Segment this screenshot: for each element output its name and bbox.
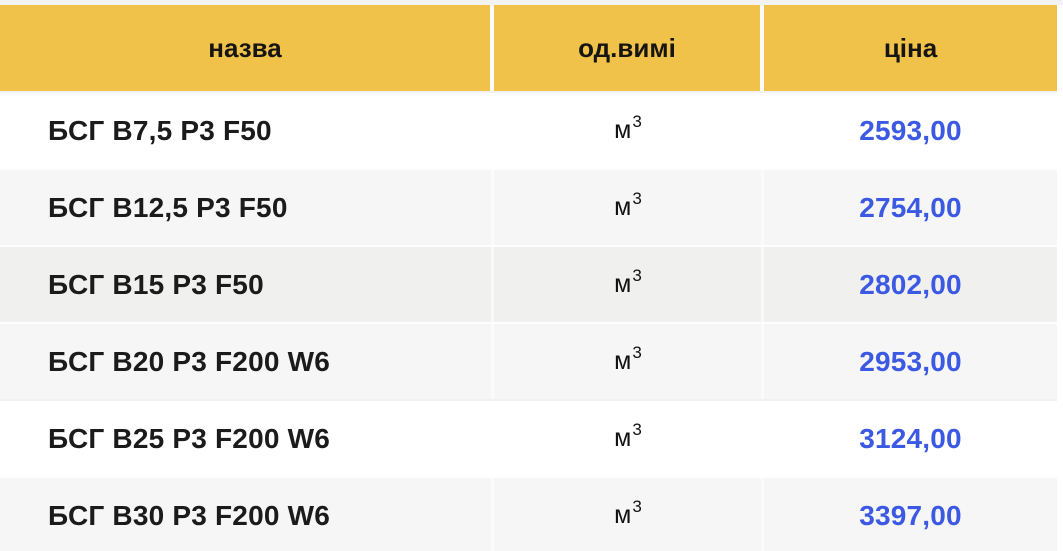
price-value: 2802,00 bbox=[859, 268, 962, 300]
header-label-unit: од.вимі bbox=[578, 32, 676, 63]
table-row: БСГ В30 Р3 F200 W6 м3 3397,00 bbox=[0, 476, 1057, 551]
unit-value: м3 bbox=[614, 188, 642, 221]
header-cell-unit: од.вимі bbox=[494, 5, 764, 91]
cell-unit: м3 bbox=[494, 93, 764, 168]
product-name: БСГ В12,5 Р3 F50 bbox=[48, 191, 288, 223]
price-value: 3124,00 bbox=[859, 422, 962, 454]
cell-name: БСГ В7,5 Р3 F50 bbox=[0, 93, 494, 168]
table-row-hovered: БСГ В15 Р3 F50 м3 2802,00 bbox=[0, 245, 1057, 322]
product-name: БСГ В25 Р3 F200 W6 bbox=[48, 422, 331, 454]
cell-name: БСГ В15 Р3 F50 bbox=[0, 247, 494, 322]
header-label-name: назва bbox=[208, 32, 282, 63]
cell-price: 2593,00 bbox=[764, 93, 1057, 168]
header-label-price: ціна bbox=[883, 32, 938, 63]
price-table: назва од.вимі ціна БСГ В7,5 Р3 F50 м3 25… bbox=[0, 5, 1057, 551]
cell-price: 3124,00 bbox=[764, 401, 1057, 476]
cell-price: 2754,00 bbox=[764, 170, 1057, 245]
product-name: БСГ В7,5 Р3 F50 bbox=[48, 114, 272, 146]
page-top-margin bbox=[0, 0, 1063, 5]
unit-value: м3 bbox=[614, 419, 642, 452]
price-value: 2953,00 bbox=[859, 345, 962, 377]
cell-unit: м3 bbox=[494, 247, 764, 322]
table-row: БСГ В7,5 Р3 F50 м3 2593,00 bbox=[0, 91, 1057, 168]
price-value: 3397,00 bbox=[859, 499, 962, 531]
cell-name: БСГ В12,5 Р3 F50 bbox=[0, 170, 494, 245]
cell-price: 2953,00 bbox=[764, 324, 1057, 399]
unit-value: м3 bbox=[614, 342, 642, 375]
unit-value: м3 bbox=[614, 265, 642, 298]
price-value: 2593,00 bbox=[859, 114, 962, 146]
cell-price: 3397,00 bbox=[764, 478, 1057, 551]
cell-unit: м3 bbox=[494, 170, 764, 245]
header-cell-price: ціна bbox=[764, 5, 1057, 91]
cell-unit: м3 bbox=[494, 401, 764, 476]
unit-value: м3 bbox=[614, 496, 642, 529]
product-name: БСГ В30 Р3 F200 W6 bbox=[48, 499, 331, 531]
cell-name: БСГ В25 Р3 F200 W6 bbox=[0, 401, 494, 476]
product-name: БСГ В20 Р3 F200 W6 bbox=[48, 345, 331, 377]
unit-value: м3 bbox=[614, 111, 642, 144]
product-name: БСГ В15 Р3 F50 bbox=[48, 268, 264, 300]
cell-name: БСГ В20 Р3 F200 W6 bbox=[0, 324, 494, 399]
table-header-row: назва од.вимі ціна bbox=[0, 5, 1057, 91]
header-cell-name: назва bbox=[0, 5, 494, 91]
cell-unit: м3 bbox=[494, 478, 764, 551]
cell-price: 2802,00 bbox=[764, 247, 1057, 322]
table-row: БСГ В25 Р3 F200 W6 м3 3124,00 bbox=[0, 399, 1057, 476]
price-value: 2754,00 bbox=[859, 191, 962, 223]
table-row: БСГ В12,5 Р3 F50 м3 2754,00 bbox=[0, 168, 1057, 245]
table-row: БСГ В20 Р3 F200 W6 м3 2953,00 bbox=[0, 322, 1057, 399]
cell-name: БСГ В30 Р3 F200 W6 bbox=[0, 478, 494, 551]
cell-unit: м3 bbox=[494, 324, 764, 399]
